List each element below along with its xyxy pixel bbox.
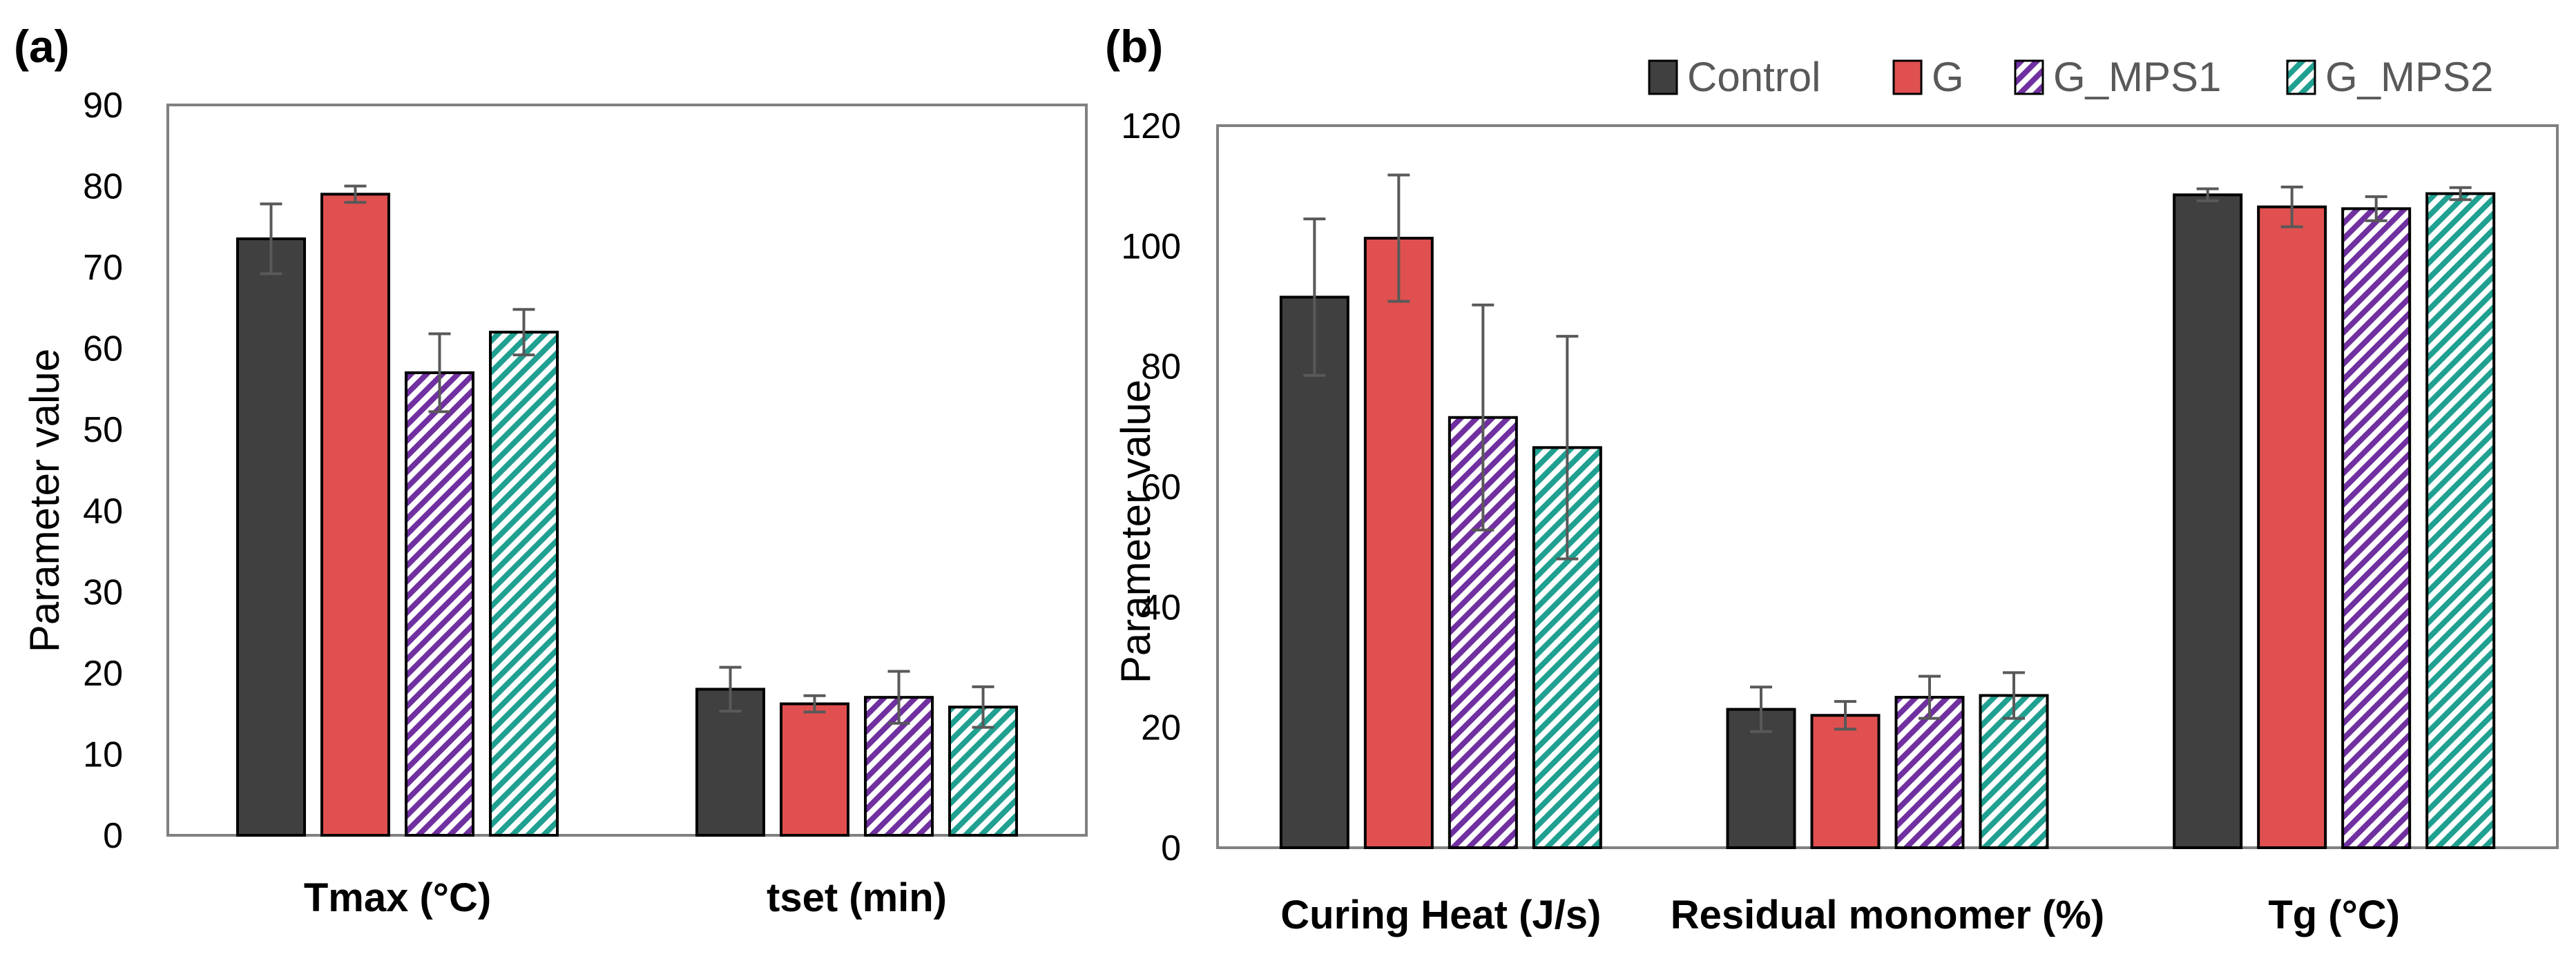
legend-label-g-mps1: G_MPS1	[2053, 54, 2221, 100]
panel-b-ytick-label: 80	[1141, 347, 1181, 387]
panel-a-ytick-label: 50	[83, 410, 123, 450]
legend-label-control: Control	[1687, 54, 1820, 100]
legend-swatch-g-mps2	[2286, 59, 2316, 95]
panel-b-bar-control	[1279, 295, 1349, 849]
legend-label-g: G	[1932, 54, 1964, 100]
panel-a-category-label: Tmax (°C)	[304, 875, 491, 920]
panel-b-bar-control	[2173, 193, 2243, 850]
panel-b-ytick-label: 20	[1141, 708, 1181, 748]
panel-a-label: (a)	[14, 21, 70, 72]
panel-b-bar-g-mps1	[1894, 696, 1965, 849]
panel-a-ytick-label: 30	[83, 572, 123, 612]
legend-label-g-mps2: G_MPS2	[2325, 54, 2493, 100]
panel-b-ylabel: Parameter value	[1113, 380, 1159, 683]
panel-a-category-label: tset (min)	[767, 875, 947, 920]
panel-b-ytick-label: 40	[1141, 587, 1181, 628]
panel-a-bar-g	[320, 193, 390, 837]
panel-a-ylabel: Parameter value	[21, 349, 68, 652]
panel-b-bar-g	[1363, 237, 1434, 850]
panel-a-ytick-label: 0	[103, 816, 123, 856]
panel-b-ytick-label: 120	[1121, 106, 1181, 146]
panel-b-category-label: Tg (°C)	[2268, 893, 2400, 937]
panel-b-category-label: Curing Heat (J/s)	[1280, 893, 1601, 937]
panel-a-bar-g-mps2	[489, 331, 559, 837]
panel-b-bar-g	[1810, 714, 1881, 849]
panel-a-ytick-label: 90	[83, 86, 123, 126]
legend-swatch-g	[1892, 59, 1923, 95]
panel-a-bar-g-mps1	[405, 371, 474, 837]
panel-b-ytick-label: 60	[1141, 467, 1181, 507]
panel-a-ytick-label: 80	[83, 167, 123, 207]
panel-b-plot: 0 20 40 60 80 100 120 Curing Heat (J/s) Residual…	[1121, 106, 2559, 937]
panel-a-plot: 0 10 20 30 40 50 60 70 80 90 Tmax (°C) tset (min)	[83, 86, 1088, 920]
panel-a-ytick-label: 10	[83, 735, 123, 775]
panel-b-plot-area	[1216, 124, 2559, 849]
panel-a-ytick-label: 20	[83, 654, 123, 694]
panel-b-category-label: Residual monomer (%)	[1671, 893, 2104, 937]
panel-b-bar-g-mps2	[2425, 192, 2496, 849]
panel-b-bar-g-mps1	[2341, 207, 2412, 850]
legend-swatch-g-mps1	[2014, 59, 2044, 95]
legend: Control G G_MPS1 G_MPS2	[1648, 54, 2493, 100]
panel-a-ytick-label: 60	[83, 329, 123, 369]
panel-b-bar-g-mps2	[1979, 694, 2049, 849]
panel-b-ytick-label: 0	[1161, 828, 1181, 868]
panel-a-bar-control	[695, 688, 765, 837]
panel-a-bar-control	[236, 237, 306, 837]
panel-b-label: (b)	[1105, 21, 1163, 72]
panel-a-ytick-label: 70	[83, 248, 123, 288]
panel-b-ytick-label: 100	[1121, 226, 1181, 266]
legend-swatch-control	[1648, 59, 1678, 95]
panel-a-bar-g	[780, 702, 849, 837]
panel-a-plot-area	[166, 104, 1088, 837]
panel-a-ytick-label: 40	[83, 492, 123, 532]
panel-b-bar-g	[2257, 205, 2327, 849]
